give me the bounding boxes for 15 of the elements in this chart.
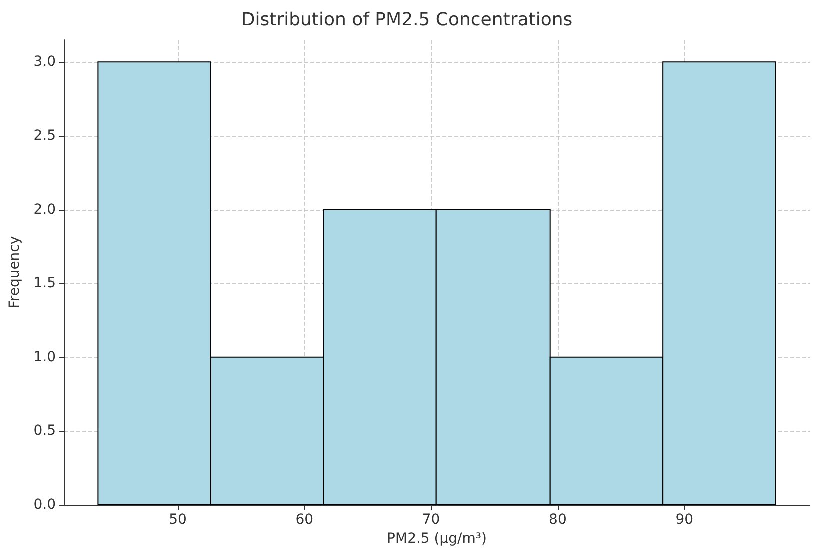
x-tick-label: 60 bbox=[296, 512, 314, 528]
x-tick-label: 50 bbox=[169, 512, 187, 528]
y-tick-label: 1.5 bbox=[34, 276, 56, 292]
y-tick-label: 2.5 bbox=[34, 128, 56, 144]
x-axis-title: PM2.5 (µg/m³) bbox=[387, 530, 487, 547]
y-tick-label: 3.0 bbox=[34, 54, 56, 70]
y-tick-label: 1.0 bbox=[34, 349, 56, 366]
x-tick-label: 80 bbox=[549, 512, 567, 528]
chart-title: Distribution of PM2.5 Concentrations bbox=[241, 10, 573, 30]
x-tick-label: 90 bbox=[676, 512, 694, 528]
y-axis-title: Frequency bbox=[7, 236, 23, 309]
y-tick-label: 0.5 bbox=[34, 423, 56, 440]
y-tick-label: 0.0 bbox=[34, 497, 56, 513]
x-tick-label: 70 bbox=[422, 512, 440, 528]
y-tick-label: 2.0 bbox=[34, 202, 56, 218]
